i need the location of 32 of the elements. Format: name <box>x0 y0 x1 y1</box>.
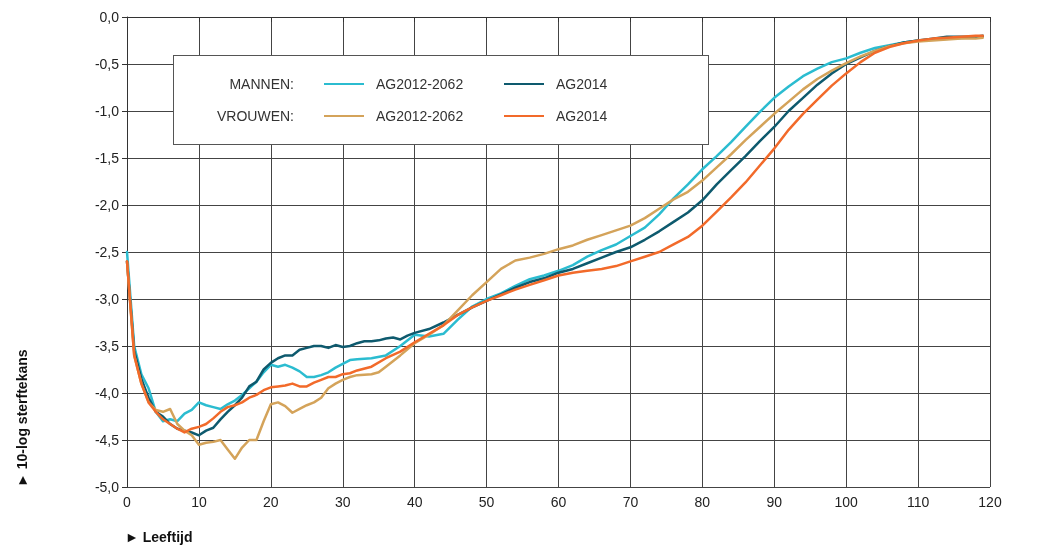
y-tick-label: -5,0 <box>94 479 120 495</box>
x-tick-label: 120 <box>978 494 1002 510</box>
x-tick-label: 0 <box>123 494 132 510</box>
y-tick-label: -3,0 <box>94 291 120 307</box>
y-tick-label: -1,5 <box>94 150 120 166</box>
y-tick-label: -0,5 <box>94 56 120 72</box>
legend-label: AG2012-2062 <box>376 76 464 92</box>
x-tick-label: 50 <box>478 494 495 510</box>
legend-label: AG2012-2062 <box>376 108 464 124</box>
y-tick-label: -3,5 <box>94 338 120 354</box>
annotation: MANNEN: <box>228 76 294 92</box>
x-tick-label: 110 <box>906 494 930 510</box>
y-tick-label: -1,0 <box>94 103 120 119</box>
y-axis-title: ► 10-log sterftekans <box>14 349 30 487</box>
x-tick-label: 70 <box>622 494 639 510</box>
y-tick-label: -2,5 <box>94 244 120 260</box>
legend-label: AG2014 <box>556 76 608 92</box>
y-tick-label: -4,0 <box>94 385 120 401</box>
x-tick-label: 80 <box>694 494 711 510</box>
x-axis-title: ► Leeftijd <box>125 529 193 545</box>
x-tick-label: 20 <box>263 494 279 510</box>
x-tick-label: 60 <box>550 494 567 510</box>
x-tick-label: 10 <box>191 494 207 510</box>
x-tick-label: 100 <box>834 494 859 510</box>
x-tick-label: 30 <box>334 494 351 510</box>
annotation: VROUWEN: <box>216 108 294 124</box>
y-tick-label: -2,0 <box>94 197 120 213</box>
y-tick-label: -4,5 <box>94 432 120 448</box>
x-tick-label: 90 <box>766 494 783 510</box>
legend-label: AG2014 <box>556 108 608 124</box>
y-tick-label: 0,0 <box>99 9 120 25</box>
x-tick-label: 40 <box>406 494 423 510</box>
